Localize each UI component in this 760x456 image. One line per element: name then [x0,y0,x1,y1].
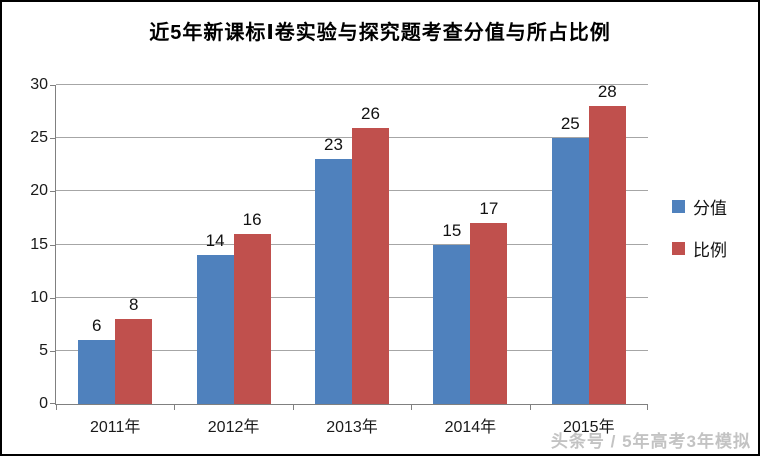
y-tick-icon [50,350,56,352]
y-tick-label: 25 [30,129,48,147]
y-gridline [56,84,648,85]
bar-value-label: 8 [128,294,139,314]
bar-比例-2012年 [233,233,271,404]
bar-value-label: 6 [91,316,102,336]
bar-比例-2011年 [115,318,153,404]
bar-比例-2013年 [352,127,389,404]
x-tick-icon [56,404,57,410]
legend-label-ratio: 比例 [693,241,727,260]
bar-value-label: 15 [442,220,462,240]
bar-分值-2015年 [551,138,589,404]
legend-swatch-blue-icon [672,200,685,213]
legend-item-score: 分值 [672,194,727,219]
bar-分值-2014年 [433,244,471,404]
y-tick-icon [50,85,56,86]
legend-item-ratio: 比例 [672,236,727,261]
bar-分值-2012年 [196,255,234,404]
watermark: 头条号 / 5年高考3年模拟 [550,432,751,451]
bar-value-label: 26 [361,103,380,123]
x-tick-label: 2015年 [562,419,615,436]
x-tick-label: 2013年 [326,419,378,436]
y-tick-icon [50,297,56,299]
bar-value-label: 25 [560,114,580,134]
y-tick-label: 15 [30,235,48,253]
bar-value-label: 28 [597,82,617,102]
y-tick-label: 5 [39,341,48,359]
y-tick-icon [50,138,56,140]
chart-title: 近5年新课标Ⅰ卷实验与探究题考查分值与所占比例 [149,22,611,44]
bar-分值-2013年 [315,159,352,404]
y-tick-label: 30 [30,76,48,93]
legend: 分值 比例 [672,194,727,278]
x-tick-icon [174,404,176,410]
x-tick-icon [647,404,648,410]
bar-value-label: 23 [324,135,343,155]
y-tick-icon [50,403,56,404]
x-tick-icon [411,404,413,410]
x-tick-icon [292,404,294,410]
bar-value-label: 17 [479,199,499,219]
y-tick-icon [50,191,56,193]
bar-value-label: 14 [205,231,225,251]
y-tick-label: 20 [30,182,48,200]
x-tick-icon [529,404,531,410]
bar-value-label: 16 [242,209,262,229]
x-tick-label: 2014年 [444,419,497,436]
y-tick-icon [50,244,56,246]
plot-area: 0 5 10 15 20 25 30 2011年 2012年 2013年 2014年 2015年 6 8 1… [30,76,648,436]
legend-swatch-red-icon [672,242,685,255]
y-tick-label: 0 [39,395,48,412]
bar-比例-2014年 [470,223,508,404]
bar-分值-2011年 [78,340,116,404]
x-tick-label: 2011年 [89,419,141,436]
legend-label-score: 分值 [693,199,727,218]
x-tick-label: 2012年 [207,419,260,436]
bar-比例-2015年 [588,106,626,404]
y-tick-label: 10 [30,288,48,306]
